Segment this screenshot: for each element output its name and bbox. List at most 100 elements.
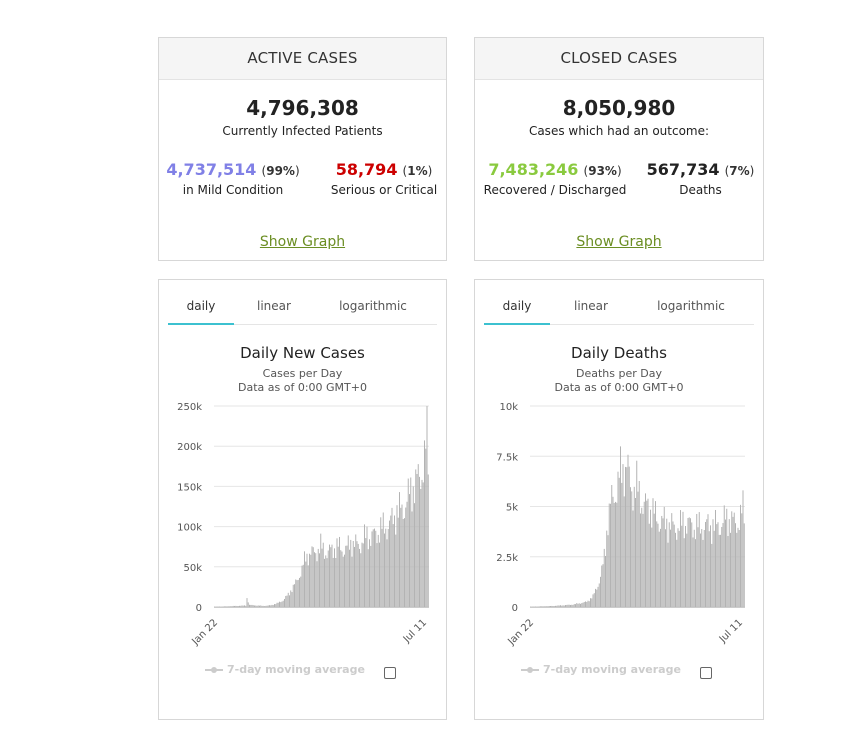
bar bbox=[266, 605, 268, 607]
moving-average-legend[interactable]: 7-day moving average bbox=[521, 663, 681, 676]
daily-new-cases-chart: 0 50k 100k 150k 200k 250k Jan 22 Jul 11 bbox=[177, 402, 429, 648]
moving-average-checkbox[interactable] bbox=[384, 667, 396, 679]
bar bbox=[379, 542, 380, 607]
bar bbox=[598, 583, 600, 607]
bar bbox=[666, 518, 668, 607]
bar bbox=[287, 592, 289, 607]
bar bbox=[631, 491, 633, 607]
bar bbox=[369, 539, 370, 607]
bar bbox=[540, 606, 541, 607]
bar bbox=[337, 546, 339, 607]
bar bbox=[630, 487, 631, 607]
bar bbox=[661, 515, 663, 607]
bar bbox=[545, 606, 546, 607]
tab-daily[interactable]: daily bbox=[168, 290, 234, 325]
bar bbox=[681, 525, 683, 607]
bar bbox=[274, 604, 275, 607]
bar bbox=[247, 602, 249, 607]
recovered-value: 7,483,246 bbox=[488, 160, 579, 179]
bar bbox=[627, 454, 629, 607]
tab-logarithmic[interactable]: logarithmic bbox=[657, 299, 725, 313]
bar bbox=[625, 466, 626, 607]
bar bbox=[695, 539, 696, 607]
critical-value: 58,794 bbox=[335, 160, 398, 179]
bar bbox=[656, 521, 658, 607]
bar bbox=[572, 604, 574, 607]
bar bbox=[304, 551, 305, 607]
bar bbox=[416, 473, 418, 607]
bar bbox=[651, 527, 653, 607]
mild-pct-wrap: (99%) bbox=[261, 164, 300, 178]
bar bbox=[365, 538, 367, 607]
bar bbox=[300, 576, 302, 607]
bar bbox=[340, 550, 342, 607]
x-tick-label: Jan 22 bbox=[189, 617, 220, 648]
critical-label: Serious or Critical bbox=[330, 183, 438, 197]
bar bbox=[387, 529, 389, 607]
bar bbox=[305, 561, 307, 607]
bar bbox=[237, 605, 239, 607]
mild-label: in Mild Condition bbox=[182, 183, 284, 197]
bar bbox=[229, 606, 230, 607]
bar bbox=[390, 515, 392, 607]
mild-pct: 99% bbox=[266, 164, 295, 178]
bar bbox=[667, 542, 669, 607]
bar bbox=[718, 534, 720, 607]
bar bbox=[240, 605, 242, 607]
bar bbox=[231, 606, 233, 607]
bar bbox=[254, 605, 255, 607]
bar bbox=[410, 477, 412, 607]
bar bbox=[396, 505, 398, 607]
bar bbox=[621, 482, 623, 607]
bar bbox=[321, 548, 323, 607]
active-show-graph-link[interactable]: Show Graph bbox=[259, 234, 346, 250]
bar bbox=[344, 554, 345, 607]
bar bbox=[392, 524, 394, 607]
bar bbox=[405, 507, 407, 607]
bar bbox=[648, 523, 650, 607]
bar bbox=[420, 488, 422, 607]
bar bbox=[259, 605, 260, 607]
moving-average-legend-icon bbox=[205, 666, 223, 674]
chart-tabs: daily linear logarithmic bbox=[168, 290, 437, 325]
bar bbox=[380, 517, 382, 607]
bar bbox=[342, 556, 344, 607]
bar bbox=[355, 534, 357, 607]
bar bbox=[319, 553, 320, 607]
bar bbox=[409, 494, 410, 607]
bar bbox=[571, 604, 573, 607]
moving-average-checkbox[interactable] bbox=[700, 667, 712, 679]
moving-average-legend[interactable]: 7-day moving average bbox=[205, 663, 365, 676]
bar bbox=[671, 513, 673, 607]
bar bbox=[417, 464, 419, 607]
tab-linear[interactable]: linear bbox=[574, 299, 608, 313]
deaths-stat: 567,734 (7%) Deaths bbox=[643, 160, 758, 197]
bar bbox=[683, 538, 685, 607]
bar bbox=[673, 524, 675, 607]
bar bbox=[615, 501, 616, 607]
bar bbox=[708, 531, 710, 607]
bar bbox=[277, 602, 279, 607]
closed-show-graph-link[interactable]: Show Graph bbox=[576, 234, 662, 250]
tab-logarithmic[interactable]: logarithmic bbox=[339, 299, 407, 313]
tab-daily[interactable]: daily bbox=[484, 290, 550, 325]
bar bbox=[366, 526, 368, 607]
tab-linear[interactable]: linear bbox=[257, 299, 291, 313]
deaths-pct-wrap: (7%) bbox=[724, 164, 755, 178]
bar bbox=[225, 606, 227, 607]
active-cases-panel: ACTIVE CASES 4,796,308 Currently Infecte… bbox=[158, 37, 447, 261]
bar bbox=[557, 605, 559, 607]
bar bbox=[407, 478, 409, 607]
bar bbox=[397, 517, 399, 607]
recovered-label: Recovered / Discharged bbox=[483, 183, 627, 197]
bar bbox=[386, 539, 388, 607]
bar bbox=[242, 605, 244, 607]
bar bbox=[301, 565, 303, 607]
bar bbox=[691, 522, 693, 607]
bar bbox=[317, 548, 319, 607]
chart-subtitle: Deaths per Day bbox=[576, 367, 662, 380]
bar bbox=[255, 605, 257, 607]
y-tick-label: 2.5k bbox=[496, 553, 518, 564]
bar bbox=[424, 440, 425, 607]
bar bbox=[640, 513, 641, 607]
